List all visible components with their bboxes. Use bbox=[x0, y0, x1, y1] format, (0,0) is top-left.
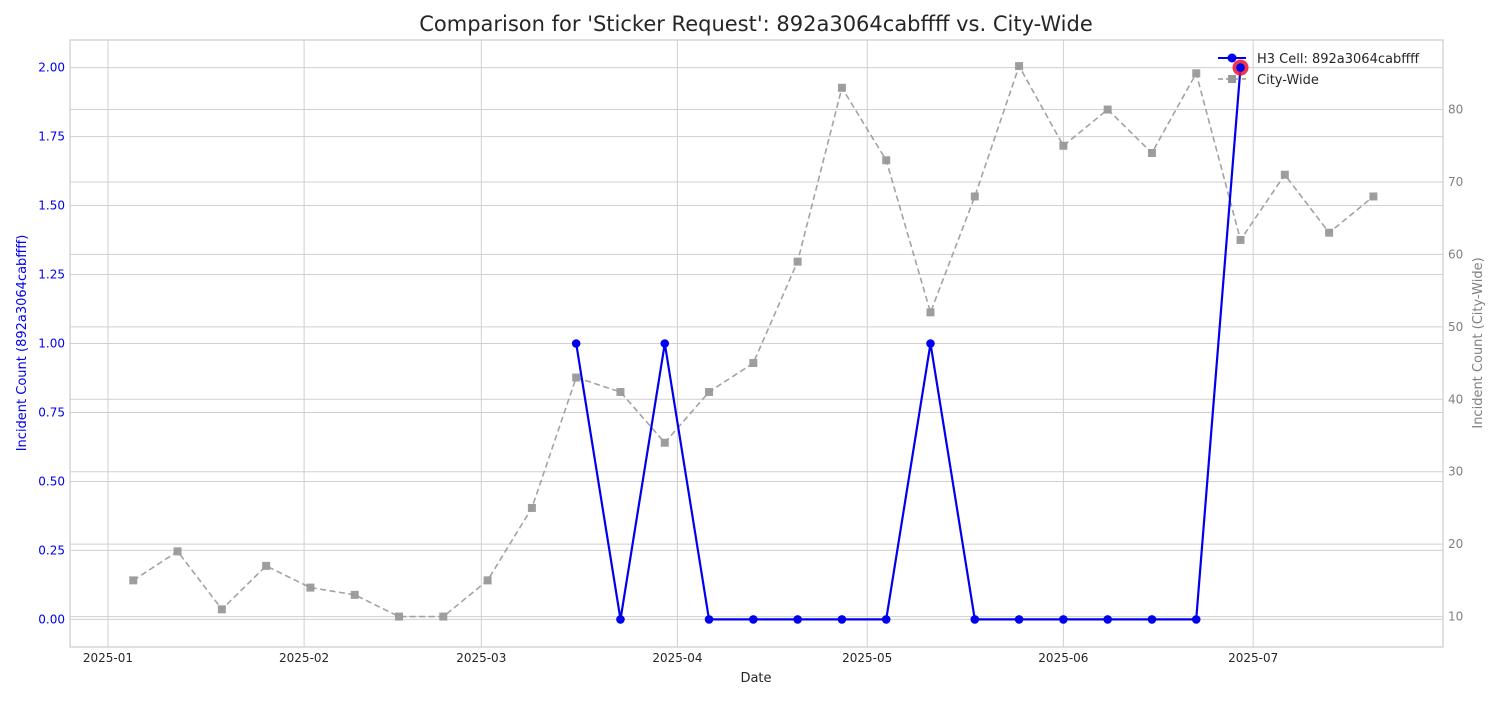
city-wide-point bbox=[1236, 235, 1245, 244]
axis-ticks: 2025-01 2025-02 2025-03 2025-04 2025-05 2025-… bbox=[38, 61, 1463, 665]
h3-cell-point bbox=[881, 615, 891, 624]
h3-cell-point bbox=[926, 339, 935, 348]
city-wide-point bbox=[1059, 141, 1068, 150]
h3-cell-point bbox=[571, 339, 581, 348]
city-wide-point bbox=[483, 576, 492, 585]
y-right-tick-label: 50 bbox=[1448, 320, 1463, 334]
y-right-tick-label: 20 bbox=[1448, 537, 1463, 551]
city-wide-point bbox=[660, 438, 669, 447]
city-wide-point bbox=[970, 192, 979, 201]
city-wide-point bbox=[395, 612, 404, 621]
h3-cell-point bbox=[970, 615, 980, 624]
legend-city-label: City-Wide bbox=[1257, 73, 1319, 88]
legend-h3-label: H3 Cell: 892a3064cabffff bbox=[1257, 52, 1420, 67]
city-wide-point bbox=[1103, 105, 1112, 114]
city-wide-point bbox=[1325, 228, 1334, 237]
city-wide-point bbox=[1369, 192, 1378, 201]
city-wide-point bbox=[217, 605, 226, 614]
x-tick-label: 2025-04 bbox=[652, 651, 702, 665]
city-wide-point bbox=[306, 583, 315, 592]
y-left-tick-label: 2.00 bbox=[38, 61, 65, 75]
legend-city-marker bbox=[1228, 75, 1236, 83]
city-wide-point bbox=[129, 576, 138, 585]
city-wide-point bbox=[527, 503, 536, 512]
x-tick-label: 2025-05 bbox=[842, 651, 892, 665]
grid bbox=[70, 40, 1443, 647]
h3-cell-point bbox=[1059, 615, 1068, 624]
y-left-tick-label: 1.50 bbox=[38, 199, 65, 213]
city-wide-point bbox=[616, 388, 625, 397]
city-wide-series bbox=[129, 62, 1378, 621]
y-left-tick-label: 0.75 bbox=[38, 405, 65, 419]
x-tick-label: 2025-07 bbox=[1228, 651, 1278, 665]
legend-h3-marker bbox=[1227, 53, 1237, 63]
city-wide-point bbox=[837, 83, 846, 92]
h3-cell-point bbox=[749, 615, 758, 624]
h3-cell-point bbox=[1236, 63, 1245, 72]
h3-cell-point bbox=[616, 615, 625, 624]
h3-cell-line bbox=[575, 67, 1242, 621]
h3-cell-point bbox=[704, 615, 714, 624]
h3-cell-point bbox=[1147, 615, 1157, 624]
city-wide-point bbox=[705, 388, 714, 397]
h3-cell-point bbox=[793, 615, 802, 624]
y-left-tick-label: 1.00 bbox=[38, 337, 65, 351]
city-wide-point bbox=[793, 257, 802, 266]
city-wide-point bbox=[926, 308, 935, 317]
city-wide-point bbox=[749, 359, 758, 368]
x-tick-label: 2025-02 bbox=[279, 651, 329, 665]
city-wide-point bbox=[262, 561, 271, 570]
y-left-tick-label: 1.25 bbox=[38, 268, 65, 282]
y-left-tick-label: 0.50 bbox=[38, 474, 65, 488]
chart-title: Comparison for 'Sticker Request': 892a30… bbox=[419, 12, 1093, 36]
city-wide-point bbox=[173, 547, 182, 556]
y-axis-label-left: Incident Count (892a3064cabffff) bbox=[15, 235, 30, 452]
city-wide-point bbox=[882, 156, 891, 165]
y-right-tick-label: 80 bbox=[1448, 103, 1463, 117]
city-wide-point bbox=[439, 612, 448, 621]
legend: H3 Cell: 892a3064cabffff City-Wide bbox=[1218, 52, 1420, 88]
y-right-tick-label: 60 bbox=[1448, 247, 1463, 261]
y-left-tick-label: 1.75 bbox=[38, 130, 65, 144]
y-left-tick-label: 0.00 bbox=[38, 612, 65, 626]
y-right-tick-label: 10 bbox=[1448, 610, 1463, 624]
h3-cell-point bbox=[1191, 615, 1201, 624]
plot-frame bbox=[69, 39, 1444, 648]
h3-cell-point bbox=[1103, 615, 1112, 624]
x-tick-label: 2025-01 bbox=[83, 651, 133, 665]
city-wide-point bbox=[1015, 62, 1024, 71]
y-right-tick-label: 40 bbox=[1448, 392, 1463, 406]
h3-cell-point bbox=[1014, 615, 1024, 624]
city-wide-line bbox=[132, 64, 1374, 618]
x-tick-label: 2025-03 bbox=[456, 651, 506, 665]
city-wide-point bbox=[572, 373, 581, 382]
x-tick-label: 2025-06 bbox=[1038, 651, 1088, 665]
city-wide-point bbox=[1192, 69, 1201, 78]
city-wide-point bbox=[1280, 170, 1289, 179]
city-wide-point bbox=[350, 590, 359, 599]
city-wide-point bbox=[1147, 148, 1156, 157]
y-axis-label-right: Incident Count (City-Wide) bbox=[1471, 257, 1486, 428]
h3-cell-series bbox=[571, 59, 1249, 624]
y-left-tick-label: 0.25 bbox=[38, 543, 65, 557]
y-right-tick-label: 30 bbox=[1448, 465, 1463, 479]
h3-cell-point bbox=[660, 339, 670, 348]
h3-cell-point bbox=[837, 615, 847, 624]
y-right-tick-label: 70 bbox=[1448, 175, 1463, 189]
x-axis-label: Date bbox=[740, 671, 771, 686]
